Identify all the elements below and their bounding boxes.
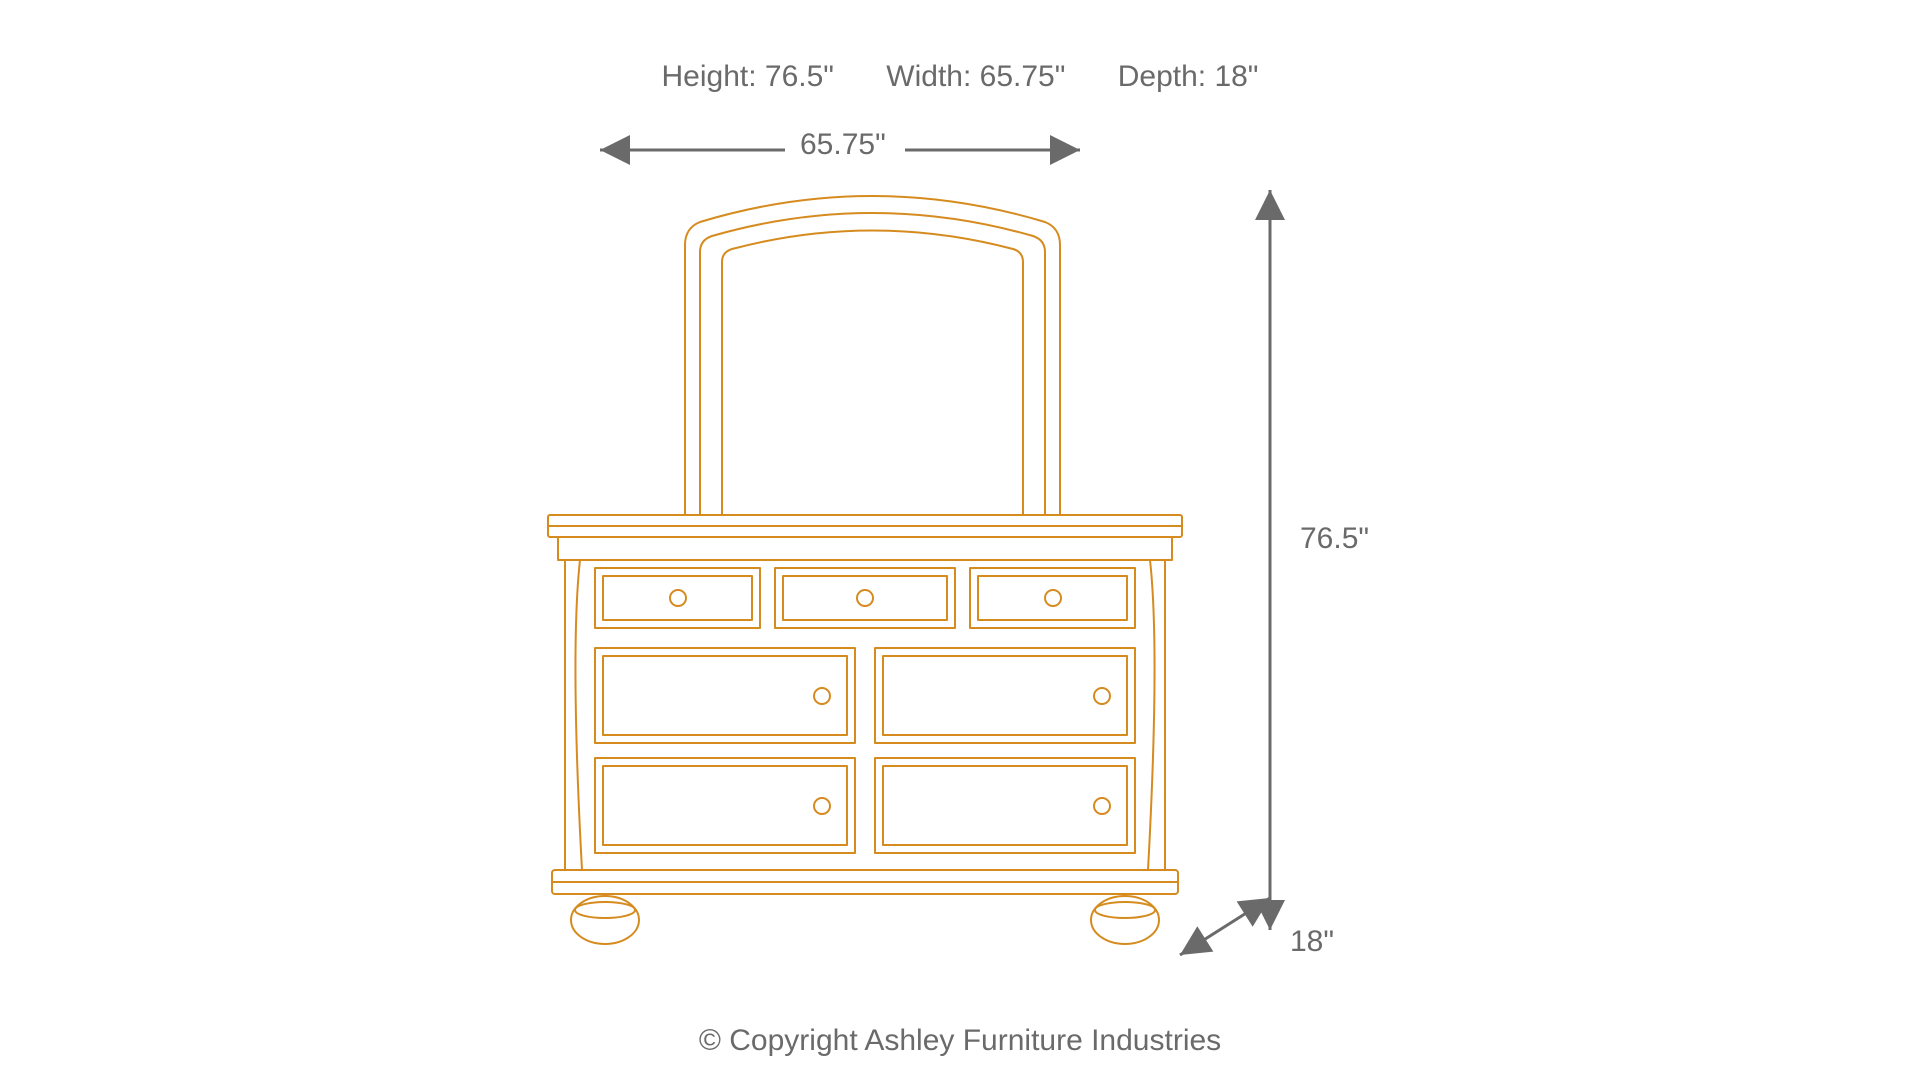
width-dimension-label: 65.75" (800, 128, 886, 162)
depth-dimension-arrow (1180, 898, 1270, 955)
dresser-diagram (0, 0, 1920, 1080)
height-dimension-label: 76.5" (1300, 522, 1369, 556)
copyright-text: © Copyright Ashley Furniture Industries (0, 1024, 1920, 1058)
depth-dimension-label: 18" (1290, 925, 1334, 959)
dresser-line-drawing (548, 196, 1182, 944)
